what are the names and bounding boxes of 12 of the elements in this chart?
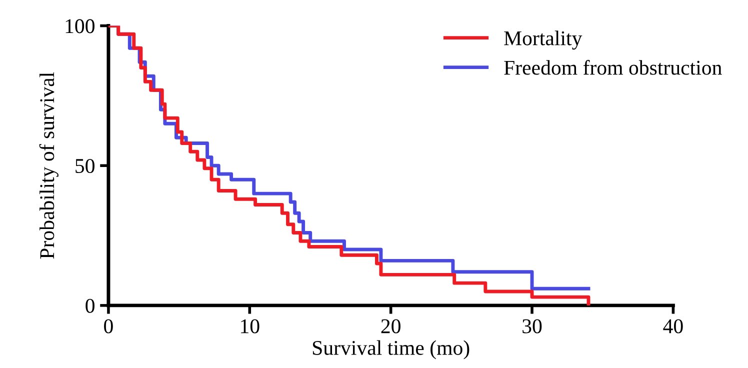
- legend-label: Freedom from obstruction: [504, 60, 722, 75]
- y-tick-label: 100: [66, 19, 94, 34]
- x-tick-label: 10: [241, 319, 260, 334]
- x-tick-label: 0: [104, 319, 113, 334]
- y-axis-title: Probability of survival: [39, 72, 58, 259]
- x-tick-label: 20: [381, 319, 400, 334]
- x-axis-title: Survival time (mo): [312, 340, 470, 360]
- y-tick-label: 50: [76, 158, 94, 174]
- legend-label: Mortality: [504, 30, 582, 50]
- x-tick-label: 40: [663, 319, 683, 334]
- x-tick-label: 30: [522, 319, 542, 334]
- y-tick-label: 0: [86, 298, 94, 313]
